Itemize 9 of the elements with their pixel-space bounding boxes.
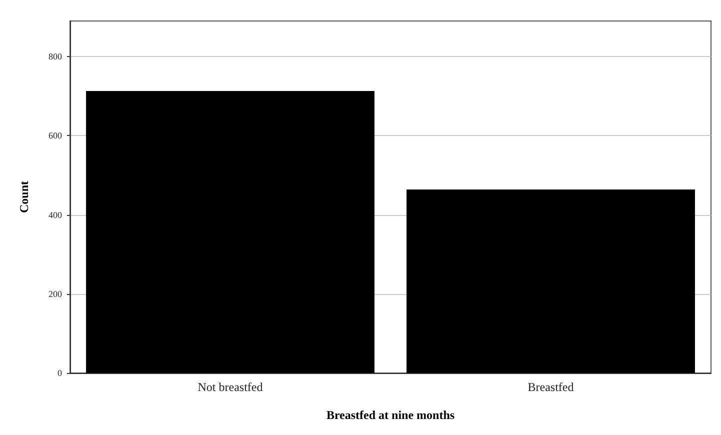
y-tick-label: 400 — [48, 210, 62, 220]
y-tick-label: 600 — [48, 130, 62, 141]
y-tick-label: 0 — [58, 368, 62, 378]
y-axis-title: Count — [17, 180, 31, 214]
x-axis-title: Breastfed at nine months — [326, 408, 455, 422]
x-tick-label: Not breastfed — [198, 380, 263, 394]
x-tick-label: Breastfed — [528, 380, 574, 394]
y-tick-label: 800 — [48, 52, 62, 62]
y-tick-label: 200 — [48, 288, 62, 299]
